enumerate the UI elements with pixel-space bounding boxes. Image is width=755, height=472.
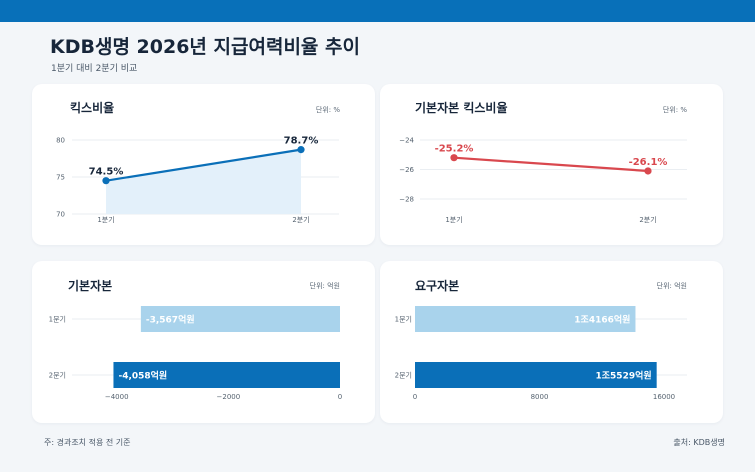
chart-title: 기본자본	[68, 279, 113, 293]
y-tick-label: 2분기	[49, 371, 66, 380]
y-tick-label: 1분기	[49, 315, 66, 324]
data-label: -3,567억원	[146, 314, 195, 326]
x-tick-label: 1분기	[445, 215, 462, 224]
series-line	[453, 156, 649, 173]
data-label: 1조5529억원	[596, 370, 652, 382]
source-note: 출처: KDB생명	[673, 438, 725, 447]
x-tick-label: 2분기	[292, 215, 309, 224]
data-label: -26.1%	[629, 157, 668, 168]
x-tick-label: 1분기	[97, 215, 114, 224]
data-label: 1조4166억원	[574, 314, 630, 326]
y-tick-label: −26	[399, 166, 414, 174]
data-point	[297, 146, 305, 154]
y-tick-label: 70	[56, 211, 65, 219]
chart-title: 기본자본 킥스비율	[415, 101, 508, 115]
y-tick-label: −24	[399, 137, 414, 145]
y-tick-label: −28	[399, 196, 414, 204]
required-capital-card: 요구자본 단위: 억원 1분기 1조4166억원 2분기 1조5529억원 0 8000 1…	[380, 261, 723, 423]
x-tick-label: −4000	[105, 393, 129, 401]
bar	[140, 306, 340, 332]
bar	[415, 362, 657, 388]
unit-label: 단위: %	[662, 106, 687, 114]
data-label: -25.2%	[435, 144, 474, 155]
page-subtitle: 1분기 대비 2분기 비교	[51, 64, 138, 74]
bar	[113, 362, 340, 388]
y-tick-label: 1분기	[395, 315, 412, 324]
y-tick-label: 80	[56, 137, 65, 145]
unit-label: 단위: %	[315, 106, 340, 114]
data-point	[102, 177, 110, 185]
kics-ratio-card: 킥스비율 단위: % 70 75 80 1분기 2분기 74.5% 78.7%	[32, 84, 375, 245]
x-tick-label: −2000	[217, 393, 241, 401]
data-label: -4,058억원	[118, 370, 167, 382]
x-tick-label: 0	[413, 393, 417, 401]
data-label: 78.7%	[284, 136, 319, 147]
chart-title: 요구자본	[415, 279, 460, 293]
kics-ratio-chart: 70 75 80 1분기 2분기 74.5% 78.7%	[56, 136, 339, 224]
page-title: KDB생명 2026년 지급여력비율 추이	[50, 36, 360, 58]
x-tick-label: 0	[338, 393, 342, 401]
x-tick-label: 8000	[531, 393, 549, 401]
basic-capital-kics-ratio-card: 기본자본 킥스비율 단위: % −28 −26 −24 1분기 2분기 -25.2% -26…	[380, 84, 723, 245]
data-point	[644, 167, 652, 175]
area-fill	[106, 149, 301, 214]
basic-capital-kics-ratio-chart: −28 −26 −24 1분기 2분기 -25.2% -26.1%	[399, 137, 687, 224]
data-point	[450, 154, 458, 162]
data-label: 74.5%	[89, 167, 124, 178]
x-tick-label: 2분기	[639, 215, 656, 224]
unit-label: 단위: 억원	[309, 282, 340, 290]
top-accent-bar	[0, 0, 755, 22]
x-tick-label: 16000	[653, 393, 675, 401]
y-tick-label: 75	[56, 174, 65, 182]
chart-title: 킥스비율	[70, 101, 115, 115]
basic-capital-card: 기본자본 단위: 억원 1분기 -3,567억원 2분기 -4,058억원 −4000 −…	[32, 261, 375, 423]
required-capital-chart: 1분기 1조4166억원 2분기 1조5529억원 0 8000 16000	[395, 306, 687, 401]
series-line	[105, 148, 302, 182]
unit-label: 단위: 억원	[656, 282, 687, 290]
basic-capital-chart: 1분기 -3,567억원 2분기 -4,058억원 −4000 −2000 0	[49, 306, 342, 401]
y-tick-label: 2분기	[395, 371, 412, 380]
bar	[415, 306, 636, 332]
footnote: 주: 경과조치 적용 전 기준	[44, 438, 131, 447]
